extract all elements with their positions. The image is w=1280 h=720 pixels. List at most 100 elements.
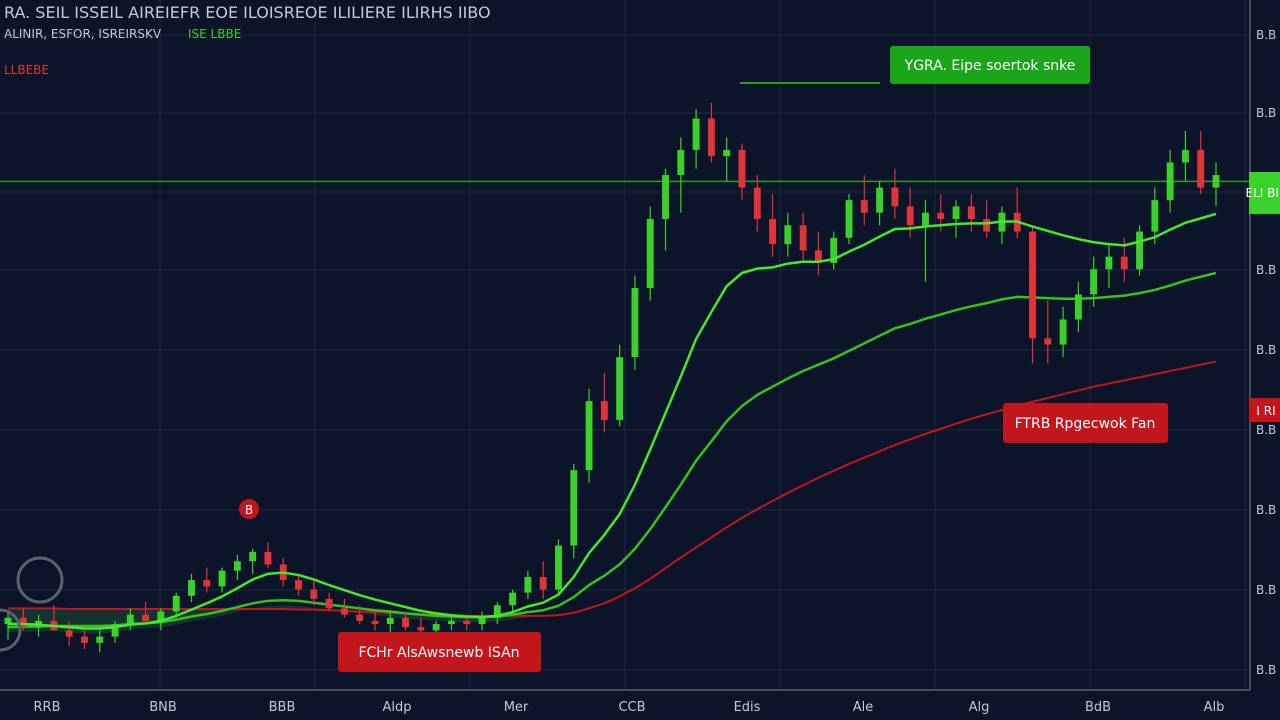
green-price-tag-label: ELI BII <box>1246 186 1280 200</box>
candle-body <box>448 620 455 625</box>
candle-body <box>172 595 180 612</box>
x-tick-label: Ale <box>853 700 874 715</box>
x-tick-label: Alg <box>969 700 990 715</box>
candle-body <box>784 225 792 245</box>
bottom-label-box <box>338 632 541 672</box>
resistance-label-box <box>890 46 1090 84</box>
consolidation-band <box>8 605 544 634</box>
candle-body <box>126 614 134 625</box>
y-tick-label: B.B <box>1256 503 1276 517</box>
candle-body <box>264 551 272 565</box>
green-price-tag <box>1249 172 1280 214</box>
candle-body <box>218 570 226 587</box>
peak-marker-label: B <box>245 503 253 517</box>
candle-body <box>600 401 608 420</box>
y-tick-label: B.B <box>1256 263 1276 277</box>
candle-body <box>845 200 853 238</box>
red-price-tag <box>1249 398 1280 422</box>
candle-body <box>524 576 532 593</box>
candles <box>4 102 1220 653</box>
y-tick-label: B.B <box>1256 28 1276 42</box>
candle-body <box>707 118 715 157</box>
ema-slow-line <box>7 271 1217 629</box>
y-tick-label: B.B <box>1256 106 1276 120</box>
candle-body <box>1044 338 1052 345</box>
candle-body <box>1181 149 1189 163</box>
candle-body <box>876 187 884 213</box>
candle-body <box>1197 149 1205 188</box>
y-tick-label: B.B <box>1256 663 1276 677</box>
candle-body <box>142 614 150 621</box>
candle-body <box>1212 175 1220 188</box>
resistance-label: YGRA. Eipe soertok snke <box>904 58 1076 74</box>
header-line-2-right: ISE LBBE <box>188 27 241 41</box>
candle-body <box>203 580 211 587</box>
candle-body <box>662 175 669 219</box>
candle-body <box>371 620 379 625</box>
candle-body <box>493 605 501 618</box>
candle-body <box>952 206 960 219</box>
support-label: FTRB Rpgecwok Fan <box>1015 416 1156 432</box>
candle-body <box>1074 294 1082 320</box>
candle-body <box>188 580 195 596</box>
y-tick-label: B.B <box>1256 343 1276 357</box>
candle-body <box>1166 162 1174 201</box>
x-tick-label: BBB <box>269 700 296 715</box>
support-label-box <box>1003 403 1168 443</box>
candle-body <box>1136 231 1143 270</box>
axis-ticks: B.BB.BB.BB.BB.BB.BB.BB.BB.BRRBBNBBBBAldp… <box>34 28 1277 715</box>
candle-body <box>96 636 104 643</box>
candle-body <box>310 589 318 599</box>
candle-body <box>799 225 807 251</box>
candle-body <box>570 470 578 546</box>
candle-body <box>325 598 333 609</box>
candle-body <box>509 592 517 606</box>
candle-body <box>692 118 700 150</box>
candle-body <box>677 149 685 176</box>
x-tick-label: BNB <box>149 700 177 715</box>
candle-body <box>814 250 822 263</box>
x-tick-label: Edis <box>734 700 761 715</box>
candle-body <box>646 219 654 289</box>
ema-fast-line <box>8 212 1217 630</box>
candle-body <box>4 617 12 625</box>
x-tick-label: BdB <box>1085 700 1111 715</box>
candle-body <box>830 237 838 263</box>
candle-body <box>539 576 547 590</box>
candle-body <box>402 617 410 628</box>
candle-body <box>937 212 945 219</box>
candle-body <box>723 149 731 157</box>
candle-body <box>356 614 364 621</box>
candle-body <box>769 219 776 245</box>
peak-marker <box>239 499 259 519</box>
candle-body <box>157 611 165 621</box>
x-tick-label: Alb <box>1204 700 1225 715</box>
candle-body <box>432 624 440 631</box>
candle-body <box>463 620 471 625</box>
red-price-tag-label: I RI <box>1256 404 1275 418</box>
candle-body <box>386 617 394 625</box>
candle-body <box>738 149 746 188</box>
header-line-2-left: ALINIR, ESFOR, ISREIRSKV <box>4 27 162 41</box>
candle-body <box>631 288 639 358</box>
candle-body <box>906 206 914 226</box>
candle-body <box>967 206 975 219</box>
candle-body <box>1090 269 1098 295</box>
x-tick-label: RRB <box>34 700 61 715</box>
bottom-label: FCHr AlsAwsnewb ISAn <box>358 645 519 661</box>
candle-body <box>616 357 624 420</box>
candle-body <box>19 617 27 628</box>
candle-body <box>233 561 241 571</box>
candle-body <box>860 200 868 213</box>
ring-icon-left <box>0 608 22 652</box>
y-tick-label: B.B <box>1256 423 1276 437</box>
candle-body <box>65 630 73 637</box>
candle-body <box>1120 256 1128 270</box>
candle-body <box>295 580 302 590</box>
header-line-3: LLBEBE <box>4 63 49 77</box>
slow-ema-line <box>7 271 1217 629</box>
x-tick-label: Mer <box>504 700 529 715</box>
consolidation-fill <box>8 605 544 634</box>
candle-body <box>81 636 88 643</box>
candle-body <box>1151 200 1159 232</box>
